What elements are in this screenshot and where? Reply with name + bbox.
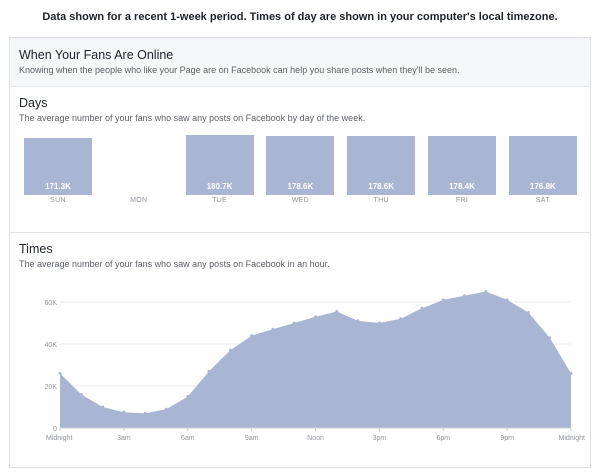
times-point: [548, 336, 552, 340]
days-subtitle: The average number of your fans who saw …: [19, 113, 366, 123]
day-bar-thu[interactable]: [347, 135, 416, 195]
x-tick-label: 9pm: [500, 435, 514, 442]
times-area-chart: 0 20K 40K 60K Midnight 3am 6am 9am Noon 3pm 6pm 9pm…: [45, 290, 586, 442]
day-label-fri: FRI: [455, 197, 469, 204]
x-tick-label: 6pm: [436, 435, 450, 442]
times-point: [292, 321, 296, 325]
times-area: [60, 291, 571, 428]
times-point: [207, 369, 211, 373]
days-title: Days: [19, 96, 48, 110]
day-bar-wed[interactable]: [266, 135, 335, 195]
y-tick-label: 20K: [45, 384, 58, 391]
times-point: [250, 334, 254, 338]
day-bar-tue[interactable]: [185, 135, 254, 195]
times-point: [399, 317, 403, 321]
y-tick-label: 40K: [45, 342, 58, 349]
times-subtitle: The average number of your fans who saw …: [19, 259, 330, 269]
times-point: [314, 315, 317, 319]
times-point: [186, 395, 190, 398]
times-point: [441, 298, 445, 302]
fans-online-panel: When Your Fans Are Online Knowing when t…: [9, 37, 591, 468]
times-point: [79, 392, 83, 396]
times-title: Times: [19, 242, 53, 256]
times-point: [335, 310, 339, 313]
times-point: [420, 306, 424, 310]
times-point: [356, 319, 360, 323]
times-point: [143, 411, 147, 415]
times-point: [526, 311, 530, 314]
day-value-tue: 180.7K: [206, 182, 233, 191]
times-point: [228, 348, 232, 352]
day-label-tue: TUE: [212, 197, 228, 204]
y-tick-label: 0: [53, 426, 57, 433]
x-tick-label: 6am: [181, 435, 195, 442]
times-point: [58, 371, 62, 375]
times-point: [569, 371, 573, 375]
times-point: [122, 410, 126, 414]
x-tick-label: 9am: [245, 435, 259, 442]
x-tick-label: Midnight: [46, 435, 73, 442]
day-value-fri: 178.4K: [449, 182, 475, 191]
section-subtitle: Knowing when the people who like your Pa…: [19, 65, 460, 75]
times-point: [165, 407, 168, 411]
times-point: [271, 327, 275, 331]
period-note: Data shown for a recent 1-week period. T…: [42, 11, 558, 23]
times-point: [377, 321, 381, 325]
day-label-sat: SAT: [535, 197, 550, 204]
x-tick-label: Midnight: [559, 435, 586, 442]
times-point: [463, 294, 466, 298]
section-header: When Your Fans Are Online Knowing when t…: [10, 38, 590, 87]
times-point: [505, 298, 509, 302]
day-label-wed: WED: [291, 197, 309, 204]
day-value-sun: 171.3K: [45, 182, 71, 191]
section-divider: [10, 232, 590, 233]
day-bar-sun[interactable]: [24, 138, 92, 195]
day-label-mon: MON: [130, 197, 148, 204]
section-title: When Your Fans Are Online: [19, 48, 174, 62]
day-value-thu: 178.6K: [368, 182, 395, 191]
day-value-sat: 176.8K: [529, 182, 556, 191]
y-tick-label: 60K: [45, 300, 58, 307]
x-tick-label: Noon: [307, 435, 324, 442]
day-bar-fri[interactable]: [428, 135, 496, 195]
times-point: [484, 290, 488, 293]
day-label-thu: THU: [373, 197, 389, 204]
x-tick-label: 3pm: [373, 435, 387, 442]
x-tick-label: 3am: [117, 435, 131, 442]
times-point: [101, 405, 105, 409]
day-label-sun: SUN: [50, 197, 66, 204]
day-bar-sat[interactable]: [508, 136, 577, 195]
day-value-wed: 178.6K: [287, 182, 314, 191]
